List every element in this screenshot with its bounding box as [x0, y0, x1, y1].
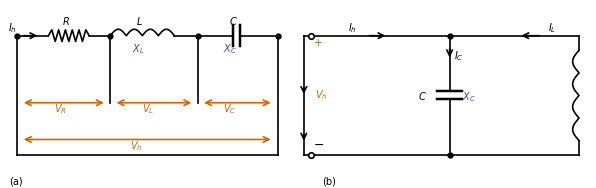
Text: $I_C$: $I_C$ [454, 49, 464, 63]
Text: $C$: $C$ [229, 15, 238, 27]
Text: (a): (a) [10, 176, 23, 186]
Text: $I_h$: $I_h$ [8, 22, 16, 35]
Text: $I_h$: $I_h$ [347, 22, 356, 35]
Text: $X_C$: $X_C$ [462, 90, 476, 104]
Text: $L$: $L$ [136, 15, 142, 27]
Text: $R$: $R$ [62, 15, 70, 27]
Text: $C$: $C$ [418, 90, 426, 102]
Text: $I_L$: $I_L$ [548, 22, 556, 35]
Text: (b): (b) [322, 176, 336, 186]
Text: $-$: $-$ [312, 138, 324, 151]
Text: $V_R$: $V_R$ [54, 103, 67, 116]
Text: $X_L$: $X_L$ [132, 42, 144, 56]
Text: $X_C$: $X_C$ [224, 42, 237, 56]
Text: $V_h$: $V_h$ [315, 89, 328, 102]
Text: $V_C$: $V_C$ [224, 103, 237, 116]
Text: $V_h$: $V_h$ [130, 139, 142, 153]
Text: $V_L$: $V_L$ [142, 103, 154, 116]
Text: $+$: $+$ [312, 37, 322, 48]
